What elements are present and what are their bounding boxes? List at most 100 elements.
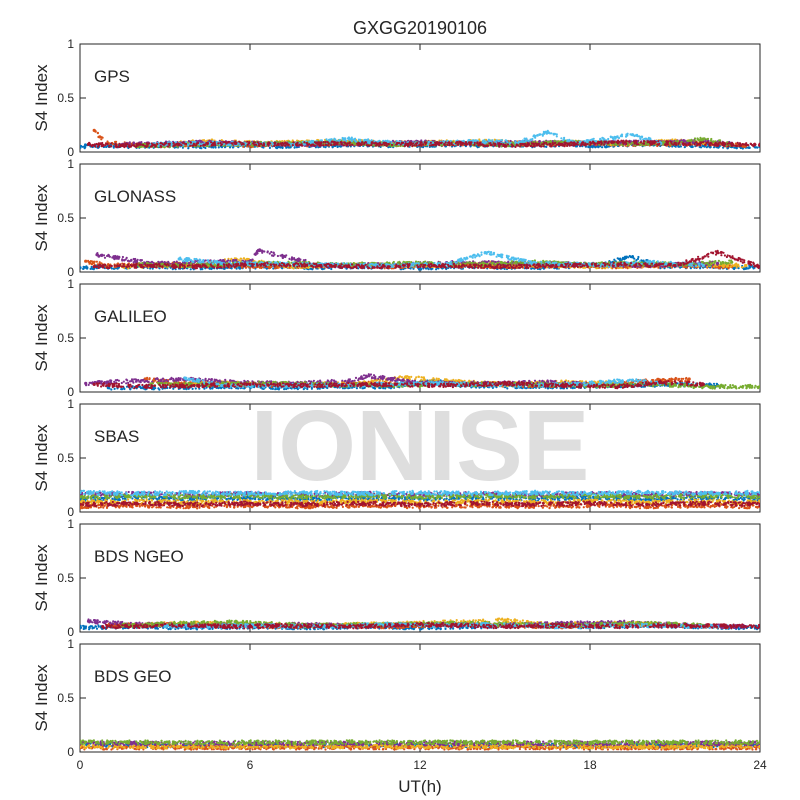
scatter-sample [592, 145, 595, 148]
scatter-sample [651, 143, 654, 146]
scatter-sample [197, 139, 200, 143]
scatter-sample [726, 147, 729, 150]
scatter-sample [228, 146, 232, 149]
scatter-sample [491, 139, 494, 142]
scatter-sample [747, 144, 750, 147]
scatter-sample [643, 137, 646, 140]
scatter-sample [93, 143, 96, 146]
scatter-sample [700, 146, 703, 149]
scatter-sample [600, 142, 603, 145]
scatter-sample [400, 141, 403, 144]
scatter-sample [671, 145, 674, 148]
scatter-sample [197, 141, 200, 145]
scatter-sample [514, 145, 517, 148]
scatter-point [92, 128, 96, 132]
scatter-sample [529, 139, 532, 142]
scatter-sample [238, 144, 241, 147]
scatter-sample [330, 140, 333, 143]
scatter-sample [497, 142, 500, 145]
scatter-sample [217, 142, 220, 145]
scatter-sample [94, 145, 97, 148]
scatter-sample [557, 140, 560, 143]
scatter-sample [656, 144, 659, 148]
scatter-sample [560, 137, 563, 140]
scatter-sample [635, 143, 638, 146]
scatter-sample [483, 139, 486, 142]
y-axis-label: S4 Index [32, 64, 51, 132]
scatter-sample [629, 143, 633, 146]
scatter-sample [582, 143, 586, 146]
scatter-sample [637, 139, 640, 142]
scatter-sample [529, 144, 532, 148]
scatter-sample [702, 141, 705, 144]
scatter-sample [112, 145, 115, 148]
scatter-sample [568, 138, 571, 141]
scatter-sample [110, 142, 113, 145]
scatter-sample [606, 142, 610, 145]
scatter-sample [140, 141, 143, 144]
scatter-sample [285, 146, 288, 149]
scatter-sample [710, 137, 713, 141]
scatter-sample [522, 141, 525, 144]
scatter-sample [118, 142, 121, 145]
scatter-sample [227, 143, 230, 146]
scatter-sample [601, 146, 604, 149]
scatter-sample [477, 144, 480, 147]
scatter-sample [542, 142, 545, 145]
scatter-sample [716, 143, 719, 146]
scatter-sample [379, 145, 382, 148]
scatter-sample [467, 141, 470, 144]
scatter-sample [210, 141, 213, 144]
scatter-sample [497, 144, 501, 147]
scatter-sample [742, 143, 745, 146]
scatter-sample [370, 144, 373, 147]
scatter-sample [676, 140, 679, 143]
scatter-sample [548, 132, 552, 135]
scatter-sample [611, 143, 614, 146]
scatter-sample [185, 140, 188, 144]
scatter-sample [436, 142, 439, 145]
scatter-sample [527, 139, 530, 142]
scatter-sample [390, 140, 393, 143]
scatter-sample [184, 145, 187, 148]
scatter-sample [717, 146, 720, 149]
scatter-sample [506, 141, 509, 144]
scatter-sample [180, 144, 183, 147]
scatter-sample [419, 141, 423, 144]
scatter-sample [144, 145, 147, 148]
scatter-sample [653, 142, 656, 145]
scatter-sample [524, 138, 527, 141]
scatter-sample [576, 143, 579, 146]
scatter-sample [424, 142, 427, 146]
scatter-sample [740, 146, 743, 149]
scatter-sample [219, 141, 222, 145]
scatter-sample [594, 140, 598, 143]
scatter-point [347, 137, 351, 141]
scatter-sample [520, 143, 523, 146]
scatter-sample [222, 141, 225, 144]
scatter-sample [354, 137, 357, 140]
scatter-sample [541, 133, 544, 136]
scatter-sample [649, 137, 652, 140]
scatter-sample [450, 141, 453, 144]
scatter-sample [647, 137, 650, 140]
scatter-sample [248, 141, 251, 144]
scatter-sample [696, 138, 699, 141]
scatter-sample [421, 143, 424, 146]
scatter-sample [609, 136, 613, 139]
scatter-sample [563, 136, 566, 139]
scatter-sample [342, 144, 345, 147]
scatter-sample [566, 144, 569, 147]
scatter-sample [705, 138, 708, 141]
scatter-sample [370, 139, 373, 142]
scatter-sample [100, 138, 103, 141]
scatter-sample [459, 144, 462, 147]
scatter-sample [324, 146, 327, 149]
scatter-sample [472, 140, 476, 143]
scatter-sample [532, 143, 536, 146]
scatter-sample [683, 146, 686, 149]
scatter-sample [385, 144, 388, 147]
scatter-sample [589, 141, 592, 144]
scatter-point [98, 135, 102, 139]
scatter-sample [310, 141, 313, 144]
